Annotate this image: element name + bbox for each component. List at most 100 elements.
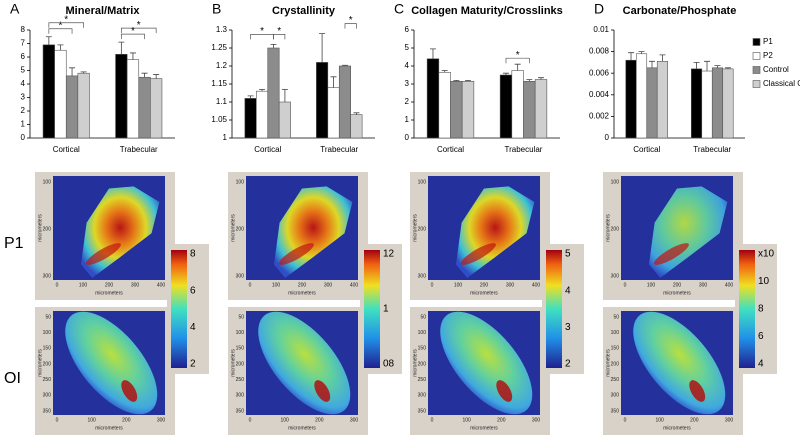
- y-tick-label: 0.006: [589, 68, 610, 77]
- significance-star: *: [58, 20, 62, 31]
- map-x-tick: 0: [249, 417, 252, 423]
- colorbar-label: 3: [565, 322, 571, 333]
- chart-title: Mineral/Matrix: [66, 5, 141, 17]
- error-bar: [628, 52, 635, 61]
- bar: [690, 68, 703, 139]
- map-hotspot: [653, 243, 689, 265]
- y-tick-label: 1.05: [211, 115, 227, 124]
- bar: [426, 58, 440, 139]
- y-tick-label: 1.1: [216, 97, 228, 106]
- map-x-tick: 0: [431, 282, 434, 288]
- map-x-label: micrometers: [95, 290, 123, 296]
- bar: [338, 65, 351, 139]
- y-tick-label: 2: [21, 106, 26, 115]
- bar: [722, 68, 734, 139]
- bar: [54, 49, 67, 139]
- map-y-tick: 250: [43, 377, 52, 383]
- legend-label: Classical OI: [763, 79, 800, 88]
- map-x-tick: 200: [690, 417, 699, 423]
- map-x-tick: 200: [298, 282, 307, 288]
- error-bar: [247, 95, 254, 99]
- bar: [450, 81, 463, 139]
- x-tick-label: Cortical: [53, 145, 80, 154]
- chart-title: Crystallinity: [272, 5, 336, 17]
- map-y-label: micrometers: [37, 214, 43, 242]
- map-x-tick: 200: [497, 417, 506, 423]
- legend-label: P2: [763, 51, 773, 60]
- error-bar: [659, 54, 666, 62]
- map-y-tick: 100: [236, 330, 245, 336]
- x-tick-label: Trabecular: [120, 145, 158, 154]
- map-x-tick: 0: [624, 282, 627, 288]
- colorbar-label: 4: [190, 322, 196, 333]
- error-bar: [514, 63, 521, 71]
- panel-letter: A: [10, 1, 20, 17]
- map-x-tick: 300: [350, 417, 359, 423]
- map-x-tick: 400: [725, 282, 734, 288]
- map-y-tick: 200: [236, 226, 245, 232]
- map-y-tick: 200: [43, 361, 52, 367]
- map-y-tick: 250: [236, 377, 245, 383]
- y-tick-label: 1.25: [211, 43, 227, 52]
- map-y-label: micrometers: [605, 349, 611, 377]
- significance-bracket: [121, 33, 145, 40]
- error-bar: [724, 67, 731, 69]
- error-bar: [693, 62, 700, 69]
- map-x-tick: 0: [431, 417, 434, 423]
- y-tick-label: 8: [21, 25, 26, 34]
- y-tick-label: 0.01: [593, 25, 609, 34]
- colorbar-label: 1: [383, 304, 389, 315]
- error-bar: [538, 77, 545, 80]
- row-label: OI: [4, 370, 21, 387]
- map-y-tick: 200: [418, 361, 427, 367]
- significance-bracket: [48, 28, 73, 34]
- map-hotspot: [314, 380, 331, 402]
- error-bar: [429, 48, 436, 59]
- map-y-tick: 50: [45, 314, 51, 320]
- y-tick-label: 0: [21, 133, 26, 142]
- error-bar: [638, 51, 645, 54]
- error-bar: [153, 74, 160, 79]
- significance-bracket: [505, 57, 530, 64]
- map-y-label: micrometers: [412, 214, 418, 242]
- x-tick-label: Cortical: [254, 145, 281, 154]
- map-y-tick: 350: [611, 408, 620, 414]
- y-tick-label: 1.2: [216, 61, 228, 70]
- map-x-tick: 400: [532, 282, 541, 288]
- legend-swatch: [752, 66, 761, 74]
- error-bar: [270, 44, 277, 48]
- error-bar: [69, 67, 76, 76]
- colorbar: [364, 250, 380, 368]
- y-tick-label: 1.3: [216, 25, 228, 34]
- map-y-tick: 50: [613, 314, 619, 320]
- map-x-tick: 100: [462, 417, 471, 423]
- map-y-tick: 250: [418, 377, 427, 383]
- map-y-tick: 300: [43, 273, 52, 279]
- x-tick-label: Trabecular: [693, 145, 731, 154]
- y-tick-label: 1: [405, 115, 410, 124]
- y-tick-label: 1: [223, 133, 228, 142]
- map-y-tick: 100: [418, 330, 427, 336]
- bar: [126, 59, 140, 139]
- map-x-tick: 200: [480, 282, 489, 288]
- colorbar-label: 8: [758, 304, 764, 315]
- map-y-tick: 200: [236, 361, 245, 367]
- y-tick-label: 0: [605, 133, 610, 142]
- legend-swatch: [752, 52, 761, 60]
- map-y-tick: 100: [43, 179, 52, 185]
- colorbar-label: 08: [383, 359, 395, 370]
- error-bar: [45, 36, 52, 45]
- error-bar: [57, 44, 64, 51]
- map-y-label: micrometers: [230, 349, 236, 377]
- chart-title: Collagen Maturity/Crosslinks: [411, 5, 563, 17]
- bar: [511, 70, 524, 139]
- map-x-tick: 0: [56, 282, 59, 288]
- bar: [711, 67, 724, 139]
- bar: [256, 90, 269, 139]
- map-x-label: micrometers: [470, 290, 498, 296]
- y-tick-label: 0.002: [589, 112, 610, 121]
- significance-star: *: [277, 26, 281, 37]
- map-x-tick: 200: [105, 282, 114, 288]
- map-y-tick: 300: [611, 393, 620, 399]
